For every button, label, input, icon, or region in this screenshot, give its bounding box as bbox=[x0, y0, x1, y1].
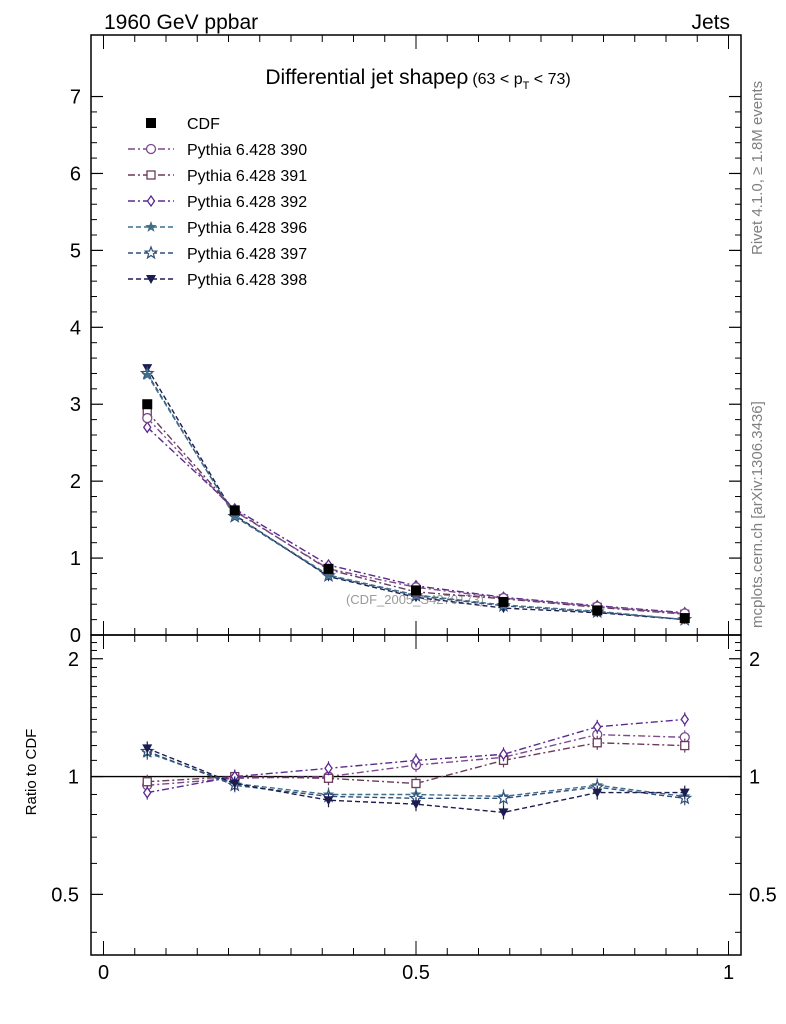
legend-marker bbox=[146, 170, 156, 180]
data-point bbox=[498, 596, 509, 607]
xtick-label: 1 bbox=[723, 962, 734, 984]
legend-entry: Pythia 6.428 392 bbox=[128, 194, 307, 211]
ratio-ytick-label-right: 0.5 bbox=[749, 884, 777, 906]
xtick-label: 0 bbox=[98, 962, 109, 984]
legend-label: Pythia 6.428 390 bbox=[187, 142, 307, 159]
xtick-label: 0.5 bbox=[402, 962, 430, 984]
legend-entry: Pythia 6.428 391 bbox=[128, 168, 307, 185]
mcplots-side-label: mcplots.cern.ch [arXiv:1306.3436] bbox=[749, 401, 766, 628]
legend-label: CDF bbox=[187, 116, 220, 133]
data-point bbox=[679, 613, 690, 624]
ratio-point bbox=[411, 754, 421, 767]
ratio-point bbox=[142, 744, 153, 754]
main-ytick-label: 6 bbox=[70, 163, 81, 185]
data-point bbox=[142, 421, 152, 434]
ratio-point bbox=[496, 790, 511, 805]
main-ytick-label: 2 bbox=[70, 471, 81, 493]
legend-entry: Pythia 6.428 397 bbox=[128, 245, 307, 263]
ratio-point bbox=[592, 788, 603, 798]
title-range-sub: T bbox=[523, 80, 530, 92]
main-ytick-label: 5 bbox=[70, 240, 81, 262]
ratio-point bbox=[679, 788, 690, 798]
data-point bbox=[142, 412, 153, 424]
legend-entry: Pythia 6.428 396 bbox=[128, 220, 307, 237]
ratio-point bbox=[324, 762, 333, 775]
energy-label: 1960 GeV ppbar bbox=[104, 11, 258, 34]
legend-entry: Pythia 6.428 398 bbox=[128, 272, 307, 289]
legend-label: Pythia 6.428 397 bbox=[187, 246, 307, 263]
main-axes: 0 1 2 3 4 5 6 7 bbox=[70, 35, 741, 647]
legend-entry: CDF bbox=[146, 116, 220, 133]
data-point bbox=[322, 569, 335, 580]
legend-label: Pythia 6.428 398 bbox=[187, 272, 307, 289]
data-point bbox=[142, 399, 153, 410]
main-ytick-label: 0 bbox=[70, 625, 81, 647]
data-point bbox=[141, 369, 153, 380]
ratio-point bbox=[411, 800, 421, 810]
ratio-point bbox=[592, 720, 602, 733]
legend-marker bbox=[145, 143, 157, 155]
ratio-ytick-label-right: 1 bbox=[749, 767, 760, 789]
main-ytick-label: 7 bbox=[70, 87, 81, 109]
ratio-ytick-label: 0.5 bbox=[51, 884, 79, 906]
rivet-side-label: Rivet 4.1.0, ≥ 1.8M events bbox=[749, 81, 766, 255]
ratio-point bbox=[499, 748, 508, 761]
legend-label: Pythia 6.428 391 bbox=[187, 168, 307, 185]
process-label: Jets bbox=[691, 11, 730, 34]
ratio-point bbox=[323, 796, 334, 806]
title-range-post: < 73) bbox=[529, 71, 570, 88]
main-title: Differential jet shapeρ (63 < pT < 73) bbox=[265, 66, 570, 92]
ratio-point bbox=[323, 773, 334, 783]
legend-entry: Pythia 6.428 390 bbox=[128, 142, 307, 159]
ratio-point bbox=[680, 740, 690, 751]
legend-marker bbox=[143, 245, 159, 260]
title-range-pre: (63 < p bbox=[472, 71, 522, 88]
main-ytick-label: 1 bbox=[70, 548, 81, 570]
ratio-series-group bbox=[139, 712, 693, 820]
ratio-axes: 0.5 0.5 1 1 2 2 0 0.5 1 bbox=[51, 635, 777, 984]
data-point bbox=[411, 585, 421, 596]
ratio-ytick-label: 2 bbox=[68, 649, 79, 671]
main-title-text: Differential jet shapeρ bbox=[265, 66, 468, 89]
ratio-point bbox=[498, 808, 509, 818]
series-cdf bbox=[142, 399, 690, 624]
legend-marker bbox=[146, 118, 156, 128]
ratio-y-label: Ratio to CDF bbox=[23, 729, 40, 816]
main-ytick-label: 3 bbox=[70, 394, 81, 416]
legend-marker bbox=[145, 221, 157, 232]
main-ytick-label: 4 bbox=[70, 317, 81, 339]
legend-marker bbox=[146, 194, 156, 208]
legend-label: Pythia 6.428 392 bbox=[187, 194, 307, 211]
main-series-group bbox=[139, 364, 693, 626]
legend-marker bbox=[146, 275, 156, 284]
data-point bbox=[323, 563, 334, 574]
ratio-point bbox=[142, 786, 152, 799]
ratio-series-pythia-6.428-398 bbox=[142, 741, 690, 820]
ratio-point bbox=[592, 738, 602, 748]
ratio-point bbox=[411, 778, 421, 789]
ratio-ytick-label: 1 bbox=[68, 767, 79, 789]
data-point bbox=[229, 505, 240, 516]
data-point bbox=[592, 605, 603, 616]
ratio-point bbox=[142, 777, 152, 787]
legend-label: Pythia 6.428 396 bbox=[187, 220, 307, 237]
ratio-point bbox=[680, 713, 690, 726]
ratio-ytick-label-right: 2 bbox=[749, 649, 760, 671]
ratio-point bbox=[229, 779, 240, 789]
legend: CDF Pythia 6.428 390 Pythia 6.428 391 Pythi… bbox=[128, 116, 307, 289]
